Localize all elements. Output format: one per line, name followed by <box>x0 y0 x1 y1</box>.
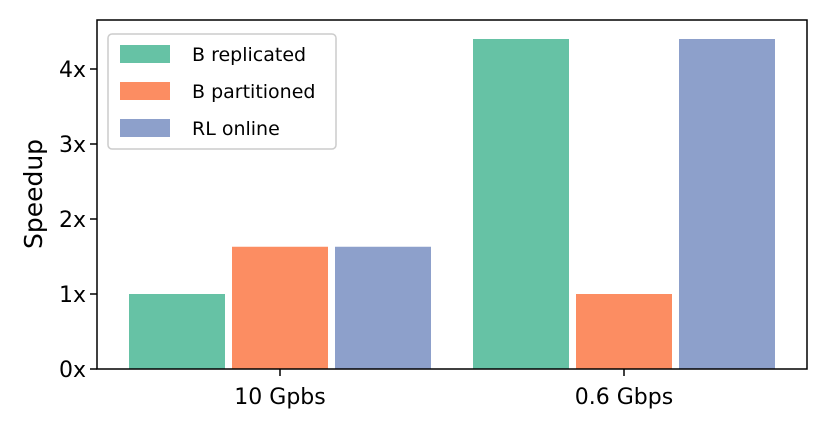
legend-swatch <box>120 45 170 63</box>
y-tick-label: 1x <box>59 283 86 308</box>
bars-group <box>129 39 775 369</box>
bar <box>129 294 225 369</box>
legend-label: B replicated <box>192 44 306 66</box>
legend: B replicated B partitioned RL online <box>107 33 337 150</box>
legend-swatch <box>120 119 170 137</box>
x-tick-label: 10 Gpbs <box>234 385 325 410</box>
y-axis: 0x 1x 2x 3x 4x <box>59 58 97 383</box>
y-axis-title: Speedup <box>19 139 48 249</box>
bar <box>576 294 672 369</box>
bar <box>679 39 775 369</box>
bar <box>473 39 569 369</box>
y-tick-label: 3x <box>59 133 86 158</box>
legend-swatch <box>120 82 170 100</box>
x-axis: 10 Gpbs 0.6 Gbps <box>234 369 673 410</box>
legend-label: RL online <box>192 118 280 140</box>
bar <box>232 246 328 369</box>
y-tick-label: 2x <box>59 208 86 233</box>
bar <box>335 246 431 369</box>
x-tick-label: 0.6 Gbps <box>575 385 673 410</box>
plot-frame <box>96 19 808 370</box>
y-tick-label: 0x <box>59 358 86 383</box>
y-tick-label: 4x <box>59 58 86 83</box>
legend-items: B replicated B partitioned RL online <box>120 44 315 140</box>
legend-label: B partitioned <box>192 81 315 103</box>
